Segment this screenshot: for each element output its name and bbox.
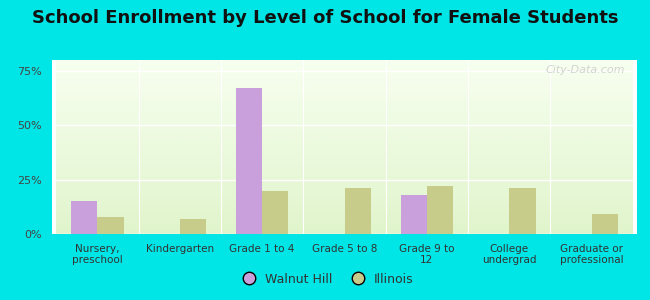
Legend: Walnut Hill, Illinois: Walnut Hill, Illinois: [231, 268, 419, 291]
Bar: [236, 88, 262, 234]
Bar: [427, 186, 453, 234]
Text: City-Data.com: City-Data.com: [546, 65, 625, 75]
Bar: [98, 217, 124, 234]
Bar: [179, 219, 206, 234]
Bar: [400, 195, 427, 234]
Bar: [510, 188, 536, 234]
Bar: [71, 201, 97, 234]
Text: School Enrollment by Level of School for Female Students: School Enrollment by Level of School for…: [32, 9, 618, 27]
Bar: [262, 190, 289, 234]
Bar: [592, 214, 618, 234]
Bar: [344, 188, 371, 234]
